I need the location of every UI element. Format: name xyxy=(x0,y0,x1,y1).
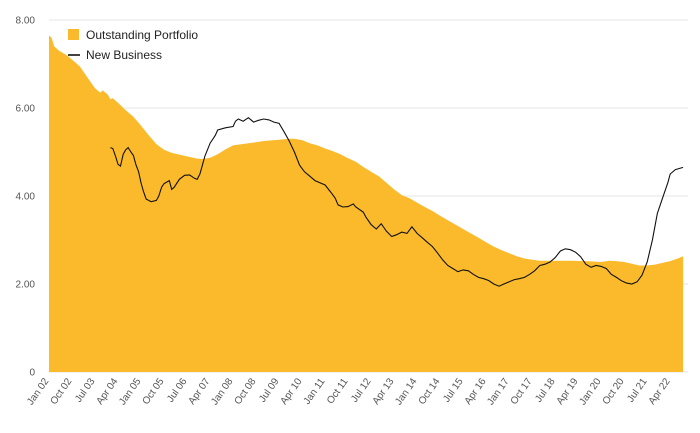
x-tick-label: Apr 13 xyxy=(371,376,397,407)
x-tick-label: Oct 11 xyxy=(325,376,351,406)
x-tick-label: Oct 02 xyxy=(49,376,75,407)
x-tick-label: Jan 02 xyxy=(25,376,51,407)
x-tick-label: Oct 17 xyxy=(509,376,535,407)
x-tick-label: Apr 19 xyxy=(555,376,581,407)
x-tick-label: Jan 14 xyxy=(393,376,419,407)
x-tick-label: Oct 08 xyxy=(233,376,259,407)
x-tick-label: Oct 14 xyxy=(417,376,443,407)
y-tick-label: 8.00 xyxy=(16,16,36,27)
y-tick-label: 2.00 xyxy=(16,280,36,291)
series-area-outstanding-portfolio xyxy=(49,35,684,373)
legend-label-area: Outstanding Portfolio xyxy=(86,28,198,42)
series-line-new-business xyxy=(110,117,684,287)
legend-swatch-area xyxy=(68,29,79,40)
legend: Outstanding Portfolio New Business xyxy=(68,28,198,62)
x-tick-label: Apr 07 xyxy=(187,376,213,407)
x-tick-label: Apr 10 xyxy=(279,376,305,407)
x-tick-label: Jan 11 xyxy=(302,376,328,407)
x-tick-label: Oct 05 xyxy=(141,376,167,407)
y-tick-label: 0 xyxy=(29,368,35,379)
x-tick-label: Jan 08 xyxy=(209,376,235,407)
y-tick-label: 4.00 xyxy=(16,192,36,203)
x-tick-label: Jan 17 xyxy=(485,376,511,407)
x-tick-label: Apr 04 xyxy=(95,376,121,407)
x-tick-label: Jan 05 xyxy=(117,376,143,407)
x-tick-label: Apr 22 xyxy=(647,376,673,407)
legend-label-line: New Business xyxy=(86,48,162,62)
x-tick-label: Oct 20 xyxy=(601,376,627,407)
y-axis-ticks: 0 2.00 4.00 6.00 8.00 xyxy=(16,16,36,379)
y-tick-label: 6.00 xyxy=(16,104,36,115)
x-tick-label: Jan 20 xyxy=(577,376,603,407)
x-tick-label: Apr 16 xyxy=(463,376,489,407)
